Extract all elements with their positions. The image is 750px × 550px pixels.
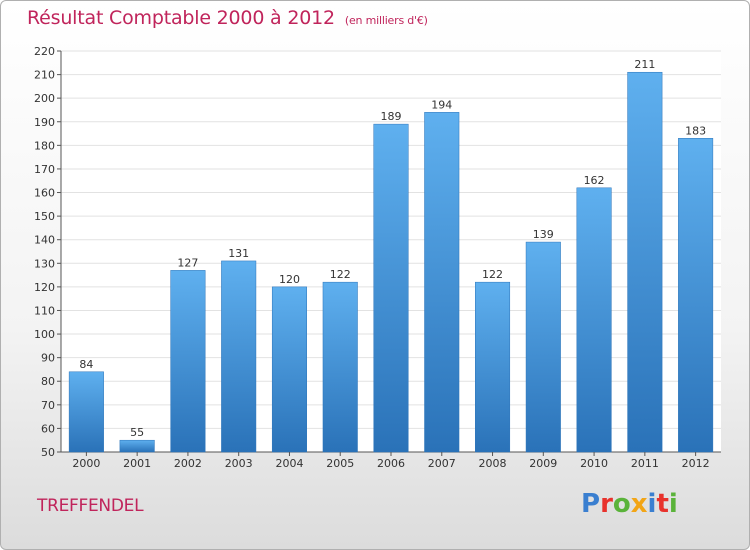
y-tick-label: 170 [34, 163, 55, 176]
bar-2005 [322, 281, 358, 453]
bar-2009 [525, 241, 561, 453]
logo-letter: i [668, 489, 678, 519]
value-label-2007: 194 [431, 98, 452, 111]
value-label-2011: 211 [634, 58, 655, 71]
x-tick-label-2012: 2012 [682, 457, 710, 470]
chart-title-text: Résultat Comptable 2000 à 2012 [27, 7, 335, 29]
town-name: TREFFENDEL [37, 496, 144, 516]
y-tick-label: 100 [34, 328, 55, 341]
bar-2001 [119, 439, 155, 453]
y-tick-label: 90 [41, 352, 55, 365]
x-tick-label-2007: 2007 [428, 457, 456, 470]
y-tick-label: 60 [41, 422, 55, 435]
chart-subtitle: (en milliers d'€) [344, 14, 428, 27]
logo-letter: t [656, 489, 669, 519]
x-tick-label-2005: 2005 [326, 457, 354, 470]
bar-2004 [271, 286, 307, 453]
value-label-2010: 162 [584, 174, 605, 187]
x-tick-label-2009: 2009 [529, 457, 557, 470]
y-tick-label: 180 [34, 139, 55, 152]
y-tick-label: 110 [34, 304, 55, 317]
x-tick-label-2010: 2010 [580, 457, 608, 470]
value-label-2001: 55 [130, 426, 144, 439]
bar-2000 [68, 371, 104, 453]
x-tick-label-2003: 2003 [225, 457, 253, 470]
x-tick-label-2004: 2004 [275, 457, 303, 470]
x-tick-label-2008: 2008 [479, 457, 507, 470]
logo-letter: i [647, 489, 657, 519]
proxiti-logo: Proxiti [581, 489, 678, 519]
logo-letter: x [630, 489, 648, 519]
y-tick-label: 120 [34, 281, 55, 294]
y-tick-label: 80 [41, 375, 55, 388]
bar-2006 [373, 123, 409, 453]
bar-2002 [170, 270, 206, 453]
value-label-2004: 120 [279, 273, 300, 286]
value-label-2006: 189 [381, 110, 402, 123]
bar-2011 [627, 71, 663, 453]
bar-2003 [221, 260, 257, 453]
bar-2012 [678, 138, 714, 453]
value-label-2002: 127 [177, 256, 198, 269]
y-tick-label: 200 [34, 92, 55, 105]
chart-title: Résultat Comptable 2000 à 2012 (en millie… [27, 7, 428, 29]
y-tick-label: 150 [34, 210, 55, 223]
logo-letter: P [581, 489, 601, 519]
y-tick-label: 50 [41, 446, 55, 459]
x-tick-label-2001: 2001 [123, 457, 151, 470]
x-tick-label-2011: 2011 [631, 457, 659, 470]
value-label-2012: 183 [685, 124, 706, 137]
x-tick-label-2002: 2002 [174, 457, 202, 470]
y-tick-label: 210 [34, 69, 55, 82]
y-tick-label: 70 [41, 399, 55, 412]
bar-2008 [475, 281, 511, 453]
bar-2007 [424, 112, 460, 453]
y-tick-label: 220 [34, 45, 55, 58]
value-label-2009: 139 [533, 228, 554, 241]
value-label-2005: 122 [330, 268, 351, 281]
logo-letter: o [612, 489, 631, 519]
x-tick-label-2006: 2006 [377, 457, 405, 470]
y-tick-label: 130 [34, 257, 55, 270]
value-label-2000: 84 [79, 358, 93, 371]
y-tick-label: 190 [34, 116, 55, 129]
logo-letter: r [600, 489, 613, 519]
bar-2010 [576, 187, 612, 453]
value-label-2008: 122 [482, 268, 503, 281]
x-tick-label-2000: 2000 [72, 457, 100, 470]
y-tick-label: 140 [34, 234, 55, 247]
value-label-2003: 131 [228, 247, 249, 260]
y-tick-label: 160 [34, 187, 55, 200]
